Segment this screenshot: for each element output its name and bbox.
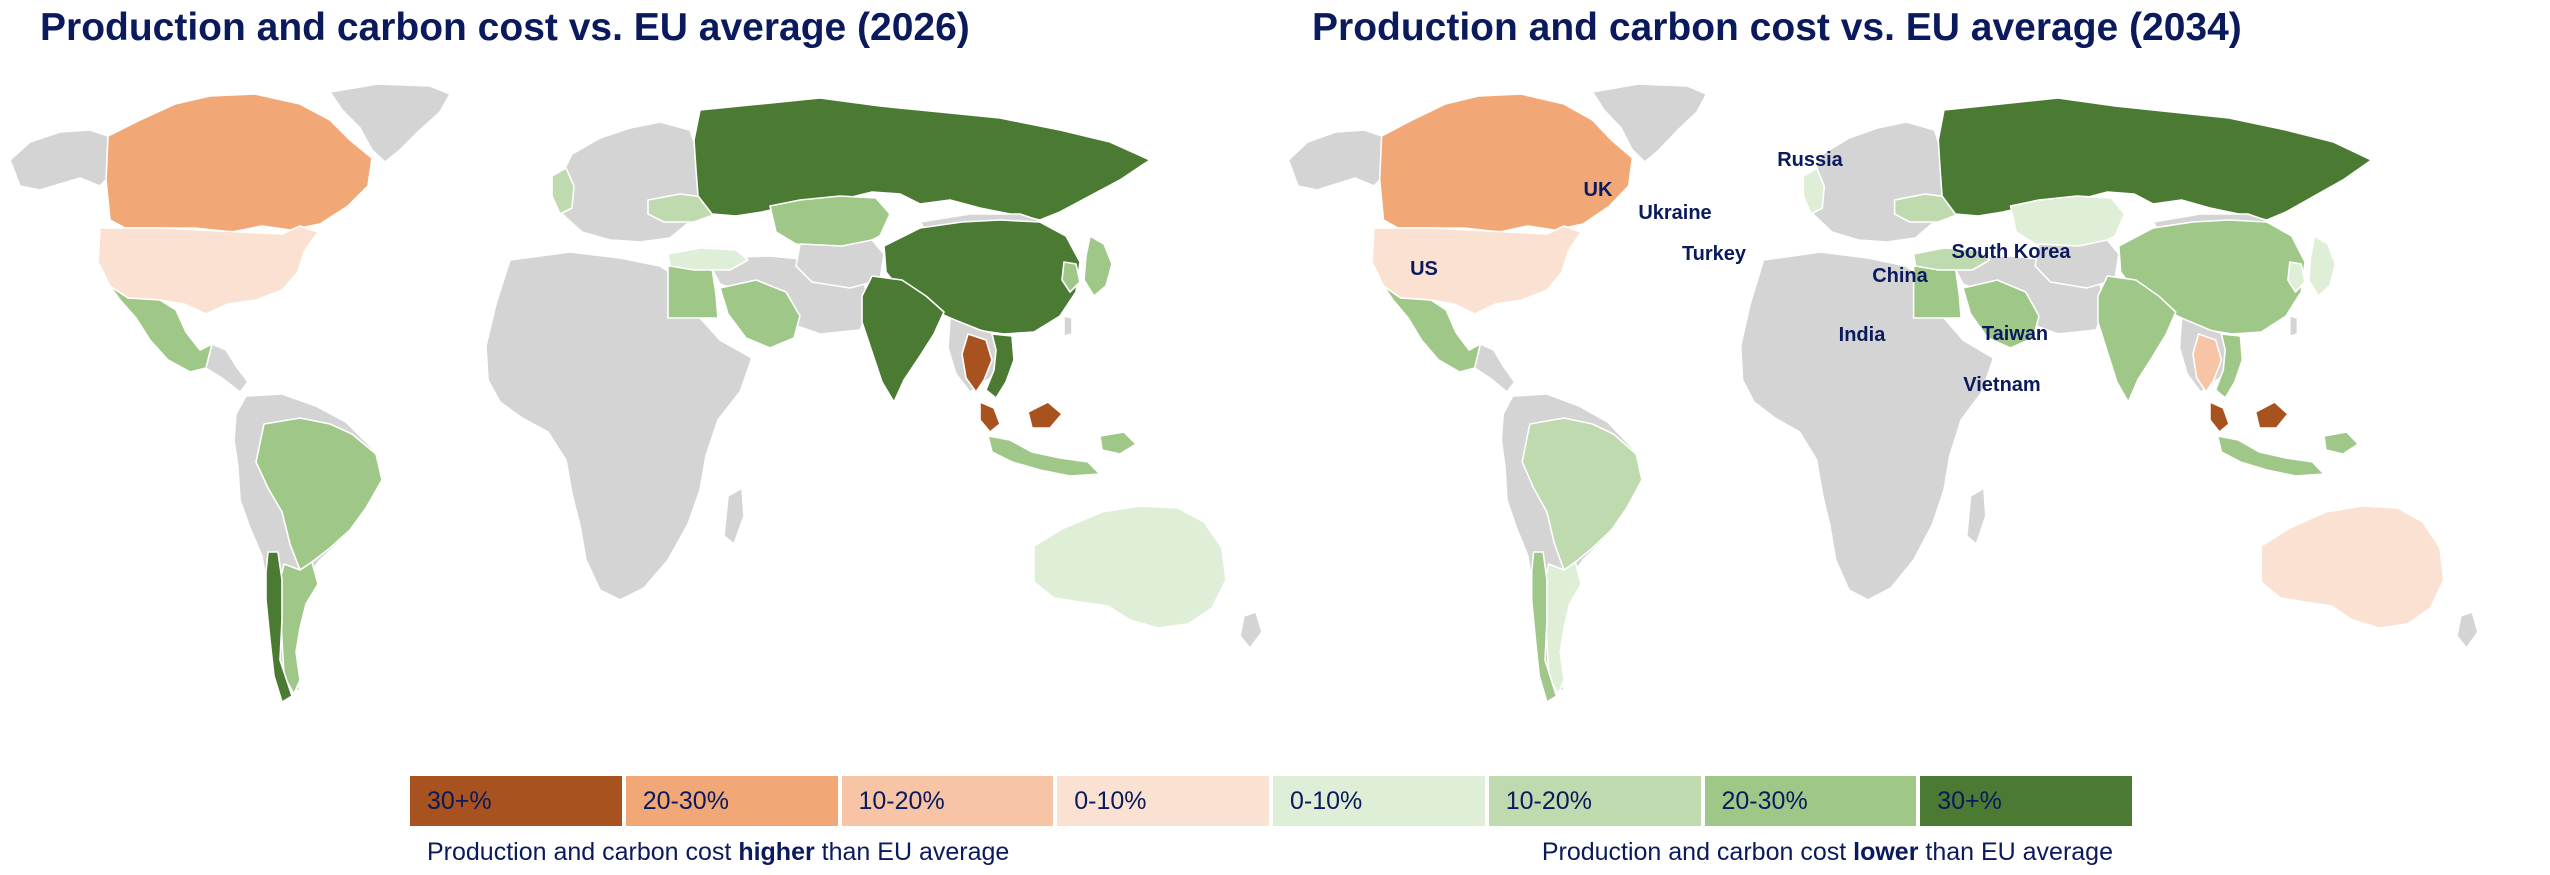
country-new-zealand [1239,611,1263,649]
note-text: Production and carbon cost [427,838,739,866]
country-kazakhstan [769,195,891,251]
country-label-russia: Russia [1777,149,1843,171]
world-map [9,83,1263,703]
country-chile [265,551,293,703]
country-australia [2260,505,2445,629]
country-europe-base [555,121,701,243]
map-title: Production and carbon cost vs. EU averag… [40,6,970,49]
country-europe-base [1806,121,1945,243]
country-label-ukraine: Ukraine [1638,202,1711,224]
country-label-usa: US [1410,258,1438,280]
country-label-uk: UK [1584,179,1613,201]
map-panel-2026: Production and carbon cost vs. EU averag… [0,0,1275,730]
country-greenland [329,83,451,163]
country-vietnam [985,333,1015,399]
country-japan [1083,235,1113,297]
country-greenland [1591,83,1708,163]
legend-swatch-higher-30-plus: 30+% [410,776,622,826]
country-thailand [2192,333,2223,393]
country-malaysia [979,401,1063,433]
country-south-korea [1061,261,1081,293]
country-central-am [1473,343,1516,393]
legend-swatch-lower-10-20: 10-20% [1488,776,1701,826]
country-saudi-arabia [1962,279,2040,349]
country-alaska [1287,129,1385,191]
country-madagascar [723,487,745,545]
country-egypt [667,265,719,319]
country-new-zealand [2456,611,2479,649]
country-australia [1033,505,1227,629]
country-turkey [1912,247,1991,271]
note-text: than EU average [814,838,1010,866]
note-emphasis: lower [1853,838,1919,866]
country-label-turkey: Turkey [1682,243,1747,265]
legend-swatch-lower-30-plus: 30+% [1920,776,2132,826]
country-russia [1937,97,2373,221]
country-japan [2308,235,2337,297]
legend-swatch-higher-10-20: 10-20% [841,776,1054,826]
country-kazakhstan [2009,195,2126,251]
country-india [861,275,945,403]
legend-swatch-higher-0-10: 0-10% [1057,776,1269,826]
country-brazil [255,417,383,571]
map-title: Production and carbon cost vs. EU averag… [1312,6,2242,49]
country-ukraine [647,193,717,223]
country-uk [1802,167,1826,215]
legend-swatch-higher-20-30: 20-30% [625,776,838,826]
country-south-korea [2287,261,2306,293]
country-brazil [1521,417,1643,571]
legend-swatch-lower-0-10: 0-10% [1273,776,1485,826]
country-alaska [9,129,111,191]
country-indonesia [2216,431,2359,477]
country-argentina [279,561,319,695]
legend: 30+% 20-30% 10-20% 0-10% 0-10% 10-20% 20… [410,776,2132,826]
country-label-china: China [1872,265,1928,287]
legend-swatch-lower-20-30: 20-30% [1704,776,1917,826]
country-chile [1530,551,1558,703]
note-text: than EU average [1918,838,2113,866]
country-thailand [961,333,993,393]
country-label-vietnam: Vietnam [1963,374,2040,396]
note-text: Production and carbon cost [1541,838,1854,866]
country-saudi-arabia [719,279,801,349]
legend-note-lower: Production and carbon cost lower than EU… [1542,838,2113,867]
country-madagascar [1966,487,1987,545]
world-map: Russia UK Ukraine Turkey US China South Korea I… [1287,83,2479,703]
country-label-taiwan: Taiwan [1982,323,2048,345]
country-label-india: India [1839,324,1887,346]
note-emphasis: higher [738,838,815,866]
country-taiwan [1063,315,1073,337]
country-canada [105,93,373,233]
country-russia [693,97,1151,221]
country-malaysia [2209,401,2289,433]
country-vietnam [2214,333,2244,399]
country-label-south-korea: South Korea [1952,241,2072,263]
country-taiwan [2289,315,2299,337]
map-panel-2034: Russia UK Ukraine Turkey US China South Korea I… [1275,0,2550,730]
country-argentina [1544,561,1582,695]
country-ukraine [1893,193,1960,223]
country-india [2097,275,2177,403]
country-indonesia [987,431,1137,477]
legend-note-higher: Production and carbon cost higher than E… [427,838,1009,867]
country-canada [1378,93,1634,233]
country-uk [551,167,575,215]
country-central-am [205,343,249,393]
country-turkey [667,247,749,271]
